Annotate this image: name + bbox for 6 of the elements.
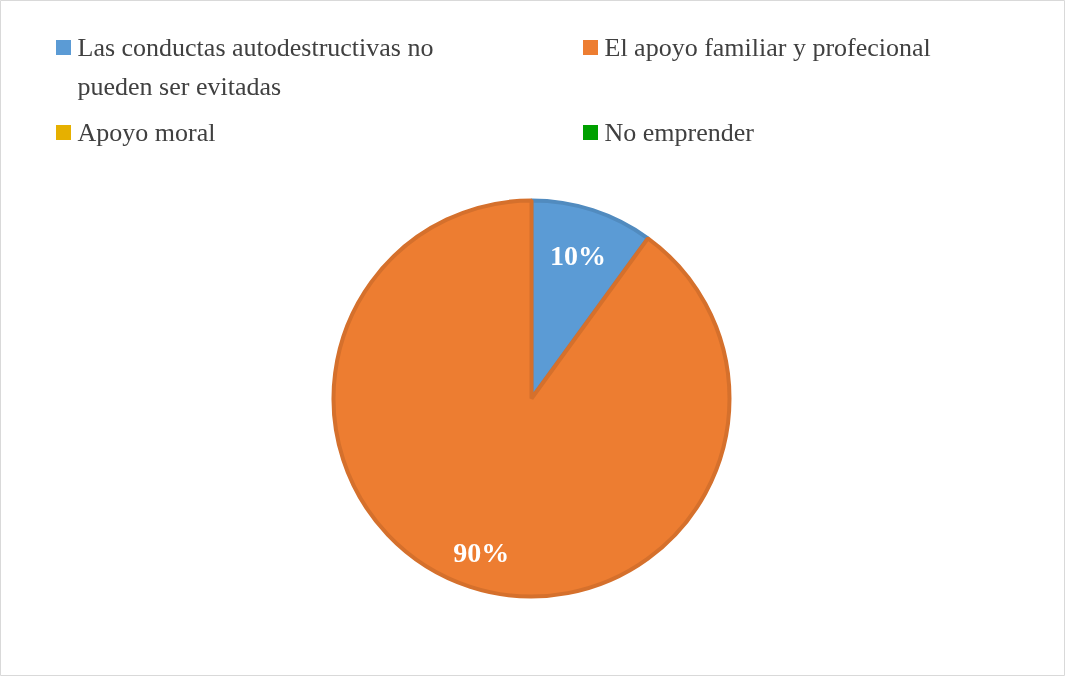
data-label: 10% — [550, 239, 606, 271]
legend-label: Las conductas autodestructivas no pueden ser evitadas — [77, 33, 434, 101]
legend-label: No emprender — [604, 118, 755, 147]
legend-label: Apoyo moral — [77, 118, 216, 147]
legend-label: El apoyo familiar y profecional — [604, 33, 931, 62]
data-label: 90% — [453, 537, 510, 569]
